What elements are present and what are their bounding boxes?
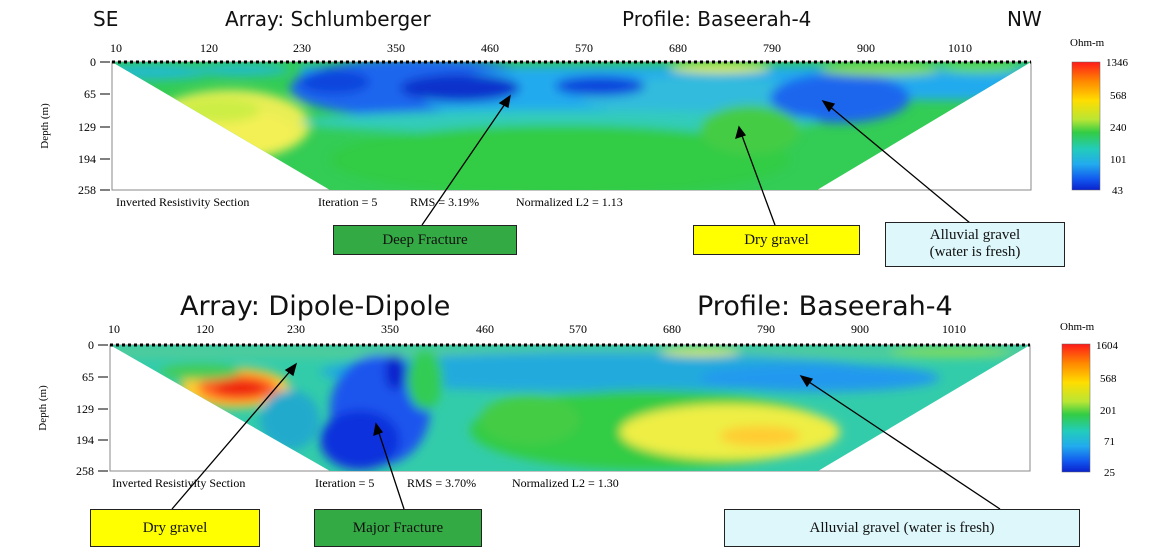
- top-footer-section: Inverted Resistivity Section: [116, 195, 249, 209]
- top-x-axis: 10 120 230 350 460 570 680 790 900 1010: [110, 41, 972, 55]
- top-x-tick: 680: [669, 41, 687, 55]
- top-legend-value: 101: [1110, 154, 1127, 166]
- bottom-footer-normalized: Normalized L2 = 1.30: [512, 476, 619, 490]
- bottom-x-tick: 460: [476, 322, 494, 336]
- top-x-tick: 350: [387, 41, 405, 55]
- top-x-tick: 790: [763, 41, 781, 55]
- bottom-footer-rms: RMS = 3.70%: [407, 476, 476, 490]
- top-legend-value: 1346: [1106, 57, 1129, 69]
- bottom-depth-label: Depth (m): [37, 385, 49, 431]
- bottom-x-tick: 350: [381, 322, 399, 336]
- top-x-tick: 1010: [948, 41, 972, 55]
- bottom-footer-section: Inverted Resistivity Section: [112, 476, 245, 490]
- bottom-section-plot: 10 120 230 350 460 570 680 790 900 1010 …: [37, 322, 1031, 490]
- bottom-legend-value: 71: [1104, 436, 1115, 448]
- top-footer-rms: RMS = 3.19%: [410, 195, 479, 209]
- bottom-x-tick: 1010: [942, 322, 966, 336]
- top-x-tick: 120: [200, 41, 218, 55]
- top-annotation-arrows: [421, 94, 971, 226]
- bottom-depth-tick: 65: [82, 370, 94, 384]
- bottom-array-title: Array: Dipole-Dipole: [180, 291, 451, 322]
- top-legend-value: 43: [1112, 185, 1124, 197]
- direction-nw-label: NW: [1007, 7, 1042, 31]
- top-legend-unit: Ohm-m: [1070, 37, 1105, 49]
- bottom-legend-value: 568: [1100, 373, 1117, 385]
- top-x-tick: 230: [293, 41, 311, 55]
- bottom-depth-axis: 0 65 129 194 258 Depth (m): [37, 338, 108, 478]
- bottom-depth-tick: 0: [88, 338, 94, 352]
- bottom-x-tick: 120: [196, 322, 214, 336]
- deep-fracture-label: Deep Fracture: [333, 225, 517, 255]
- bottom-x-tick: 10: [108, 322, 120, 336]
- bottom-legend-value: 25: [1104, 467, 1116, 479]
- top-x-tick: 900: [857, 41, 875, 55]
- bottom-alluvial-gravel-label: Alluvial gravel (water is fresh): [724, 509, 1080, 547]
- top-footer-iteration: Iteration = 5: [318, 195, 377, 209]
- bottom-profile-title: Profile: Baseerah-4: [697, 291, 953, 322]
- bottom-color-legend: Ohm-m 1604 568 201 71 25: [1060, 321, 1119, 479]
- bottom-x-tick: 680: [663, 322, 681, 336]
- bottom-footer-iteration: Iteration = 5: [315, 476, 374, 490]
- top-depth-tick: 65: [84, 87, 96, 101]
- top-x-tick: 460: [481, 41, 499, 55]
- alluvial-line-2: (water is fresh): [929, 243, 1021, 260]
- top-array-title: Array: Schlumberger: [225, 7, 431, 31]
- top-dry-gravel-label: Dry gravel: [693, 225, 860, 255]
- top-section-plot: 10 120 230 350 460 570 680 790 900 1010 …: [39, 41, 1032, 209]
- top-alluvial-gravel-label: Alluvial gravel (water is fresh): [885, 222, 1065, 267]
- bottom-x-axis: 10 120 230 350 460 570 680 790 900 1010: [108, 322, 966, 336]
- bottom-x-tick: 230: [287, 322, 305, 336]
- bottom-legend-value: 1604: [1096, 340, 1119, 352]
- bottom-legend-unit: Ohm-m: [1060, 321, 1095, 333]
- top-depth-tick: 194: [78, 152, 96, 166]
- top-depth-tick: 129: [78, 120, 96, 134]
- bottom-depth-tick: 194: [76, 433, 94, 447]
- bottom-depth-tick: 129: [76, 402, 94, 416]
- bottom-x-tick: 900: [851, 322, 869, 336]
- top-legend-value: 568: [1110, 90, 1127, 102]
- bottom-x-tick: 570: [569, 322, 587, 336]
- direction-se-label: SE: [93, 7, 119, 31]
- major-fracture-label: Major Fracture: [314, 509, 482, 547]
- top-legend-value: 240: [1110, 122, 1127, 134]
- top-profile-title: Profile: Baseerah-4: [622, 7, 812, 31]
- top-x-tick: 10: [110, 41, 122, 55]
- top-depth-tick: 258: [78, 183, 96, 197]
- top-depth-axis: 0 65 129 194 258 Depth (m): [39, 55, 110, 197]
- alluvial-line-1: Alluvial gravel: [929, 227, 1021, 243]
- top-footer-normalized: Normalized L2 = 1.13: [516, 195, 623, 209]
- top-color-legend: Ohm-m 1346 568 240 101 43: [1070, 37, 1129, 197]
- bottom-legend-value: 201: [1100, 405, 1117, 417]
- bottom-annotation-arrows: [171, 362, 1001, 510]
- top-depth-tick: 0: [90, 55, 96, 69]
- bottom-x-tick: 790: [757, 322, 775, 336]
- bottom-depth-tick: 258: [76, 464, 94, 478]
- top-x-tick: 570: [575, 41, 593, 55]
- bottom-dry-gravel-label: Dry gravel: [90, 509, 260, 547]
- top-depth-label: Depth (m): [39, 103, 51, 149]
